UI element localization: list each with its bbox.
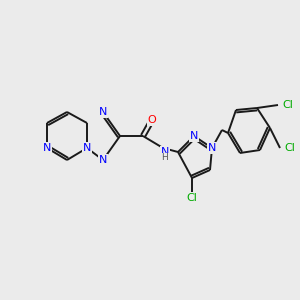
Text: O: O xyxy=(148,115,156,125)
Text: Cl: Cl xyxy=(187,193,197,203)
Text: N: N xyxy=(161,147,169,157)
Text: Cl: Cl xyxy=(284,143,295,153)
Text: N: N xyxy=(43,143,51,153)
Text: N: N xyxy=(208,143,216,153)
Text: N: N xyxy=(83,143,91,153)
Text: N: N xyxy=(99,107,107,117)
Text: N: N xyxy=(99,155,107,165)
Text: Cl: Cl xyxy=(282,100,293,110)
Text: N: N xyxy=(190,131,198,141)
Text: H: H xyxy=(162,154,168,163)
